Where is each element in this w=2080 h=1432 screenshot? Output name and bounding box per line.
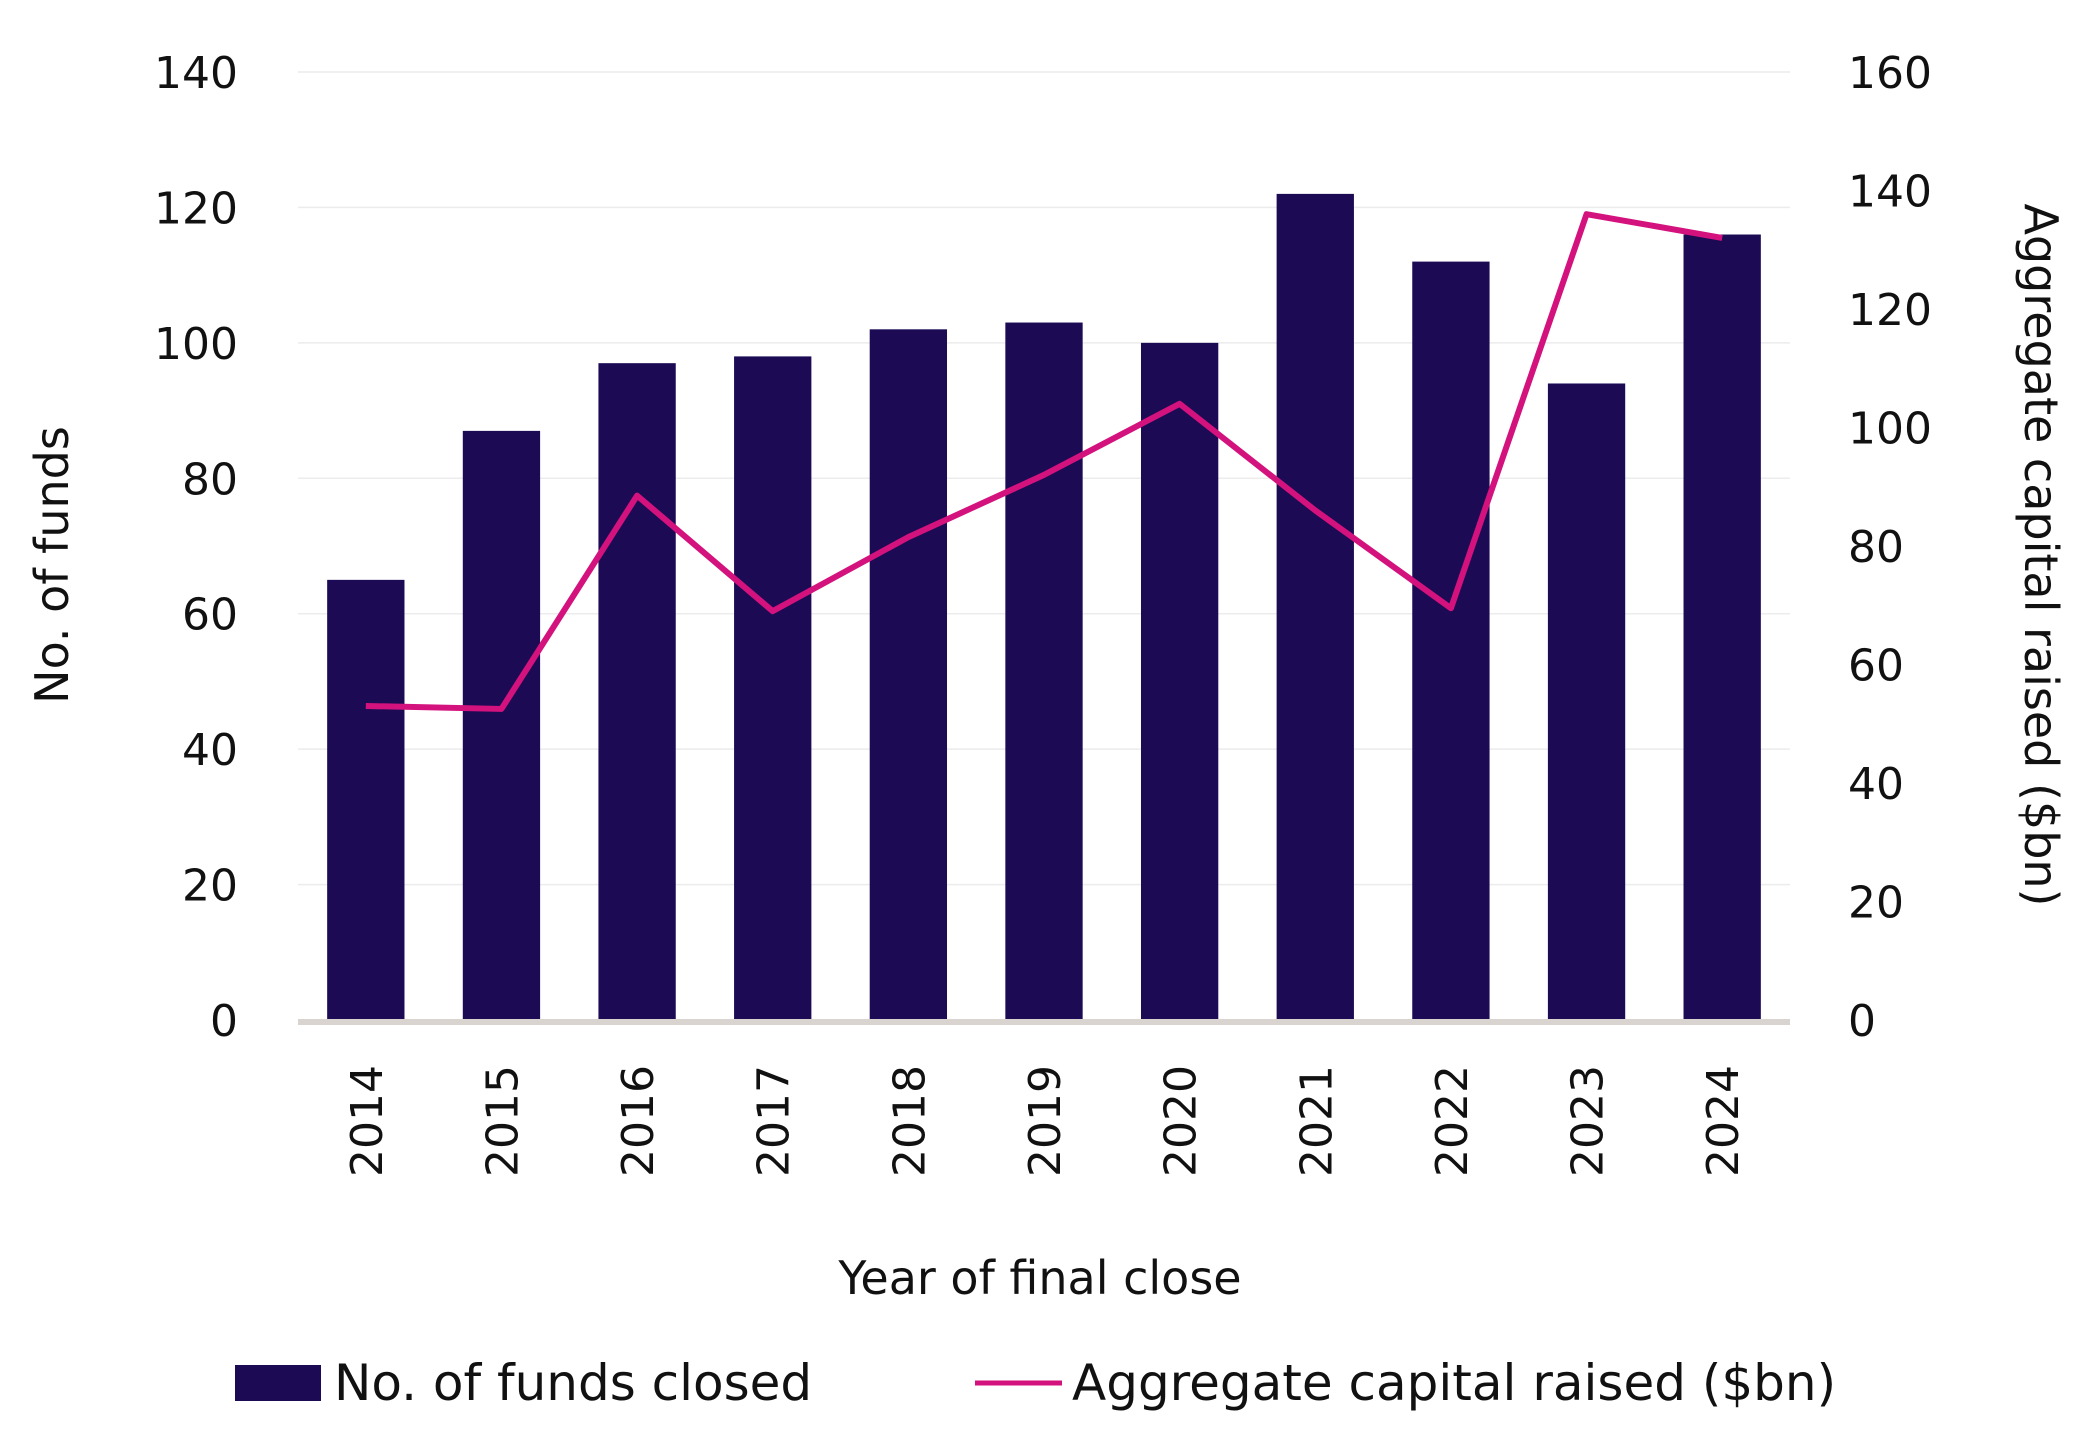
y-tick-label: 20 — [182, 861, 238, 912]
y-tick-label: 0 — [210, 996, 238, 1047]
x-axis-title: Year of final close — [837, 1251, 1241, 1305]
right-axis-ticks: 0 20 40 60 80 100 120 140 160 — [1848, 48, 1932, 1047]
bar — [1276, 193, 1354, 1020]
x-tick-label: 2015 — [477, 1065, 528, 1177]
y-tick-label: 120 — [154, 183, 238, 234]
x-tick-label: 2021 — [1291, 1065, 1342, 1177]
bar — [1683, 234, 1761, 1020]
legend: No. of funds closed Aggregate capital ra… — [235, 1354, 1836, 1412]
y2-tick-label: 20 — [1848, 878, 1904, 929]
y2-tick-label: 40 — [1848, 759, 1904, 810]
y-tick-label: 140 — [154, 48, 238, 99]
y-tick-label: 60 — [182, 590, 238, 641]
y2-tick-label: 160 — [1848, 48, 1932, 99]
y2-tick-label: 140 — [1848, 167, 1932, 218]
y2-tick-label: 100 — [1848, 404, 1932, 455]
y2-tick-label: 60 — [1848, 641, 1904, 692]
bar — [327, 579, 405, 1020]
bar — [1140, 342, 1219, 1020]
bar-series — [327, 193, 1761, 1021]
x-tick-label: 2023 — [1563, 1065, 1614, 1177]
x-tick-label: 2016 — [613, 1065, 664, 1177]
y-tick-label: 40 — [182, 725, 238, 776]
x-tick-label: 2019 — [1020, 1065, 1071, 1177]
y2-axis-title: Aggregate capital raised ($bn) — [2014, 204, 2068, 907]
y2-tick-label: 80 — [1848, 522, 1904, 573]
x-axis-ticks: 2014 2015 2016 2017 2018 2019 2020 2021 2022 2023… — [342, 1065, 1749, 1177]
bar — [869, 329, 948, 1020]
bar — [1005, 322, 1083, 1020]
y-tick-label: 100 — [154, 319, 238, 370]
x-tick-label: 2020 — [1156, 1065, 1207, 1177]
y2-tick-label: 120 — [1848, 285, 1932, 336]
legend-label-line: Aggregate capital raised ($bn) — [1072, 1354, 1836, 1412]
legend-swatch-bar — [235, 1365, 321, 1401]
legend-label-bars: No. of funds closed — [334, 1354, 812, 1412]
y2-tick-label: 0 — [1848, 996, 1876, 1047]
left-axis-ticks: 0 20 40 60 80 100 120 140 — [154, 48, 238, 1047]
bar — [598, 363, 676, 1021]
bar — [462, 430, 541, 1020]
bar — [1412, 261, 1490, 1021]
bar — [1547, 383, 1626, 1020]
y-axis-title: No. of funds — [25, 426, 79, 704]
x-tick-label: 2014 — [342, 1065, 393, 1177]
y-tick-label: 80 — [182, 454, 238, 505]
line-series — [365, 211, 1723, 712]
x-tick-label: 2018 — [884, 1065, 935, 1177]
bar — [734, 356, 812, 1020]
x-tick-label: 2017 — [749, 1065, 800, 1177]
x-tick-label: 2022 — [1427, 1065, 1478, 1177]
x-tick-label: 2024 — [1698, 1065, 1749, 1177]
